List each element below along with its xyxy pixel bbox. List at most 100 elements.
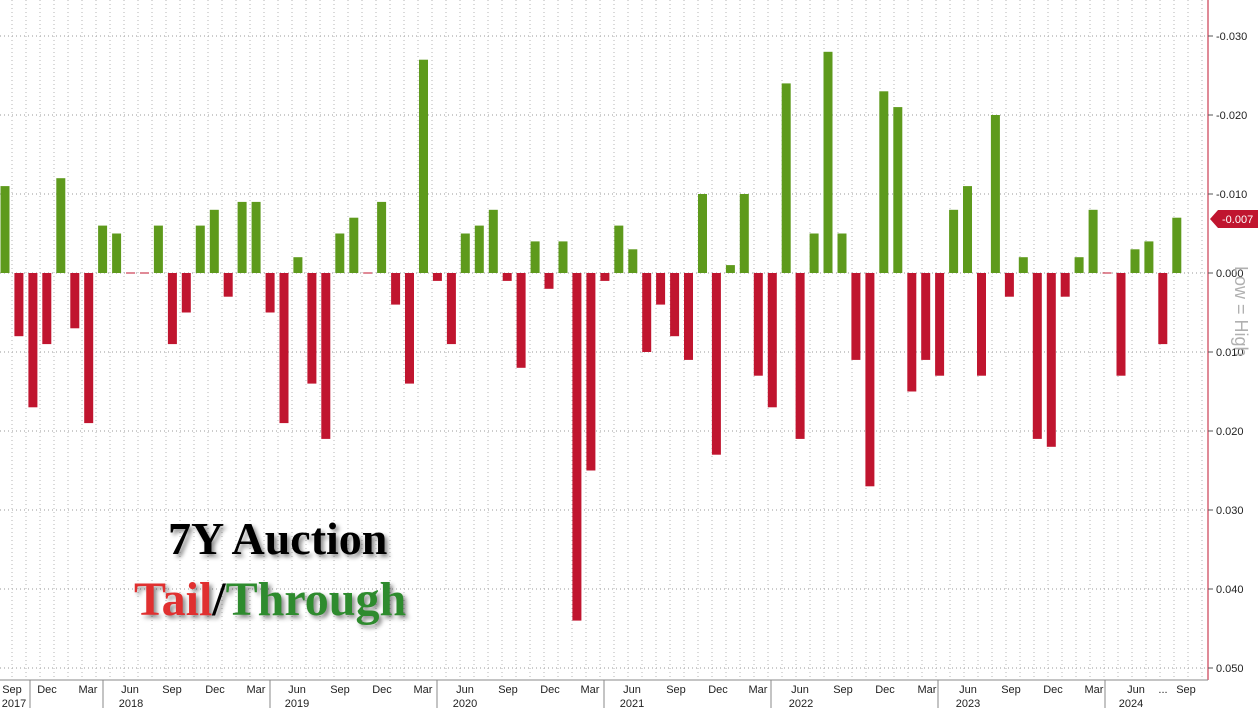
x-tick-label-month: Mar bbox=[918, 684, 937, 696]
bar-tail bbox=[977, 273, 986, 376]
bar-tail bbox=[223, 273, 233, 297]
bar-tail bbox=[321, 273, 331, 439]
bar-tail bbox=[1032, 273, 1042, 439]
bar-through bbox=[963, 186, 972, 273]
bar-through bbox=[335, 233, 345, 273]
bar-through bbox=[558, 241, 568, 273]
x-tick-label-month: Jun bbox=[1127, 684, 1145, 696]
bar-tail bbox=[181, 273, 191, 313]
x-tick-label-month: Sep bbox=[833, 684, 853, 696]
bar-tail bbox=[684, 273, 693, 360]
bar-through bbox=[698, 194, 707, 273]
bar-through bbox=[739, 194, 749, 273]
bar-tail bbox=[600, 273, 610, 281]
x-tick-label-month: Jun bbox=[623, 684, 641, 696]
y-tick-label: 0.020 bbox=[1216, 426, 1244, 438]
bar-tail bbox=[935, 273, 945, 376]
bar-through bbox=[530, 241, 540, 273]
last-value-badge: -0.007 bbox=[1210, 210, 1258, 228]
y-tick-label: -0.010 bbox=[1216, 189, 1247, 201]
bar-tail bbox=[1046, 273, 1056, 447]
bar-tail bbox=[84, 273, 94, 424]
y-ticks: -0.030 -0.020 -0.010 0.000 0.010 0.020 0.030 0.… bbox=[1208, 31, 1247, 675]
bar-through bbox=[0, 186, 10, 273]
y-tick-label: -0.020 bbox=[1216, 110, 1247, 122]
bar-through bbox=[1130, 249, 1140, 273]
bar-tail bbox=[586, 273, 596, 471]
x-tick-label-month: Mar bbox=[79, 684, 98, 696]
last-value-badge-shape bbox=[1210, 210, 1258, 228]
x-tick-label-year: 2020 bbox=[453, 698, 477, 708]
bar-through bbox=[349, 217, 359, 273]
title-tail-word: Tail bbox=[134, 573, 213, 626]
y-tick-label: 0.050 bbox=[1216, 663, 1244, 675]
bar-through bbox=[419, 59, 428, 274]
x-tick-label-month: Jun bbox=[121, 684, 139, 696]
bar-through bbox=[990, 115, 1000, 273]
bar-through bbox=[614, 225, 624, 273]
bar-tail bbox=[279, 273, 289, 424]
x-tick-label-month: Sep bbox=[2, 684, 22, 696]
bar-tail bbox=[656, 273, 666, 305]
x-tick-label-month: Jun bbox=[959, 684, 977, 696]
bar-through bbox=[893, 107, 903, 273]
bar-through bbox=[474, 225, 484, 273]
bar-through bbox=[377, 201, 387, 273]
bar-tail bbox=[70, 273, 80, 329]
x-tick-label-month: Jun bbox=[456, 684, 474, 696]
bar-tail bbox=[921, 273, 931, 360]
bar-tail bbox=[907, 273, 917, 392]
x-tick-label-month: Dec bbox=[205, 684, 225, 696]
bar-tail bbox=[670, 273, 680, 337]
bar-tail bbox=[265, 273, 275, 313]
bar-through bbox=[98, 225, 108, 273]
bar-tail bbox=[432, 273, 442, 281]
bar-tail bbox=[516, 273, 526, 368]
x-tick-label-year: 2022 bbox=[789, 698, 813, 708]
chart-title-line2: Tail/Through bbox=[134, 572, 406, 627]
x-tick-label-year: 2017 bbox=[2, 698, 26, 708]
x-tick-label-month: Mar bbox=[581, 684, 600, 696]
bar-through bbox=[251, 201, 261, 273]
bar-through bbox=[809, 233, 819, 273]
x-tick-label-month: Mar bbox=[1085, 684, 1104, 696]
bar-through bbox=[209, 209, 219, 273]
x-tick-label-year: 2021 bbox=[620, 698, 644, 708]
bar-through bbox=[837, 233, 847, 273]
x-tick-label-month: Dec bbox=[875, 684, 895, 696]
bar-through bbox=[823, 51, 833, 273]
bar-tail bbox=[851, 273, 861, 360]
bar-through bbox=[1144, 241, 1154, 273]
bar-tail bbox=[502, 273, 512, 281]
bar-through bbox=[488, 209, 498, 273]
x-tick-label-month: Sep bbox=[666, 684, 686, 696]
x-tick-label-month: Jun bbox=[791, 684, 809, 696]
bar-through bbox=[1018, 257, 1028, 273]
bar-through bbox=[949, 209, 959, 273]
bar-through bbox=[1088, 209, 1098, 273]
bar-through bbox=[460, 233, 470, 273]
chart-title-line1: 7Y Auction bbox=[168, 513, 388, 564]
x-tick-label-month: Mar bbox=[247, 684, 266, 696]
y-tick-label: 0.000 bbox=[1216, 268, 1244, 280]
x-tick-label-year: 2024 bbox=[1119, 698, 1143, 708]
x-tick-label-month: ... bbox=[1158, 684, 1167, 696]
x-tick-label-month: Dec bbox=[372, 684, 392, 696]
x-tick-label-month: Jun bbox=[288, 684, 306, 696]
y-axis-label: Low = High bbox=[1231, 266, 1251, 357]
x-tick-label-month: Sep bbox=[1001, 684, 1021, 696]
last-value-label: -0.007 bbox=[1222, 214, 1253, 226]
x-tick-label-month: Sep bbox=[162, 684, 182, 696]
bar-tail bbox=[14, 273, 24, 337]
x-tick-label-month: Dec bbox=[1043, 684, 1063, 696]
bar-through bbox=[628, 249, 638, 273]
x-tick-label-year: 2023 bbox=[956, 698, 980, 708]
x-tick-label-month: Mar bbox=[749, 684, 768, 696]
title-through-word: Through bbox=[225, 573, 407, 626]
bars bbox=[0, 51, 1182, 621]
bar-through bbox=[112, 233, 122, 273]
bar-tail bbox=[572, 273, 582, 621]
bar-through bbox=[781, 83, 791, 274]
bar-tail bbox=[642, 273, 652, 352]
x-tick-label-year: 2018 bbox=[119, 698, 143, 708]
